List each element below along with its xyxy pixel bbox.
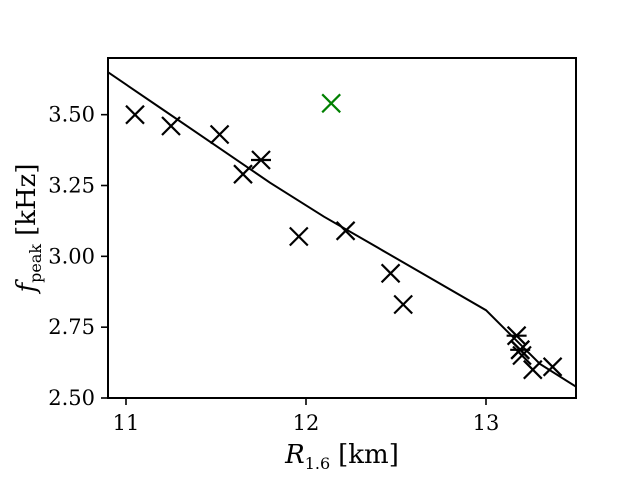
x-tick-label-0: 11 [113, 411, 140, 435]
x-marker-s0-p11 [542, 357, 563, 377]
asterisk-marker-s1-p0 [251, 150, 271, 170]
x-axis-label: R1.6 [km] [284, 440, 399, 473]
x-marker-s0-p1 [161, 116, 181, 136]
x-marker-s0-p10 [523, 359, 543, 380]
asterisk-marker-s1-p2 [510, 340, 531, 360]
fit-curve-layer [108, 71, 576, 388]
y-tick-label-0: 2.50 [48, 386, 95, 410]
x-tick-label-2: 13 [473, 411, 500, 435]
fit-curve [108, 71, 576, 388]
x-tick-label-1: 12 [293, 411, 320, 435]
x-marker-s0-p4 [289, 226, 309, 247]
y-axis-label: fpeak[kHz] [12, 164, 45, 295]
x-marker-s0-p0 [125, 104, 145, 125]
marker-layer [125, 93, 563, 380]
x-marker-s0-p3 [233, 164, 253, 184]
x-marker-s0-p2 [209, 124, 230, 145]
plot-frame [107, 57, 577, 399]
y-tick-label-3: 3.25 [48, 174, 95, 198]
x-marker-s0-p7 [393, 294, 413, 315]
x-marker-s0-p6 [380, 263, 401, 284]
y-tick-label-2: 3.00 [48, 244, 95, 268]
y-tick-label-4: 3.50 [48, 103, 95, 127]
x-marker-s2-p0 [321, 93, 341, 114]
x-marker-s0-p5 [335, 221, 356, 241]
tick-layer: 11 12 13 2.50 2.75 3.00 3.25 3.50 [48, 103, 499, 435]
y-tick-label-1: 2.75 [48, 315, 95, 339]
